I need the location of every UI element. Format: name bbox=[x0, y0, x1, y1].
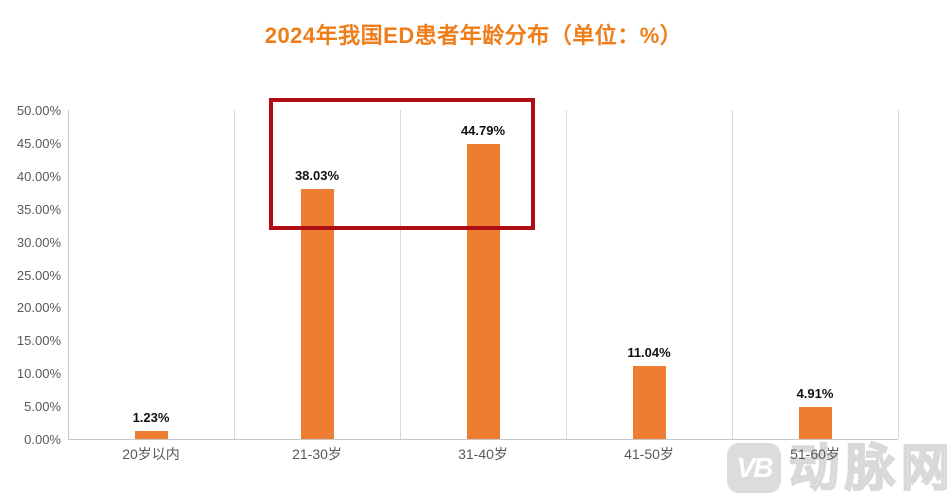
y-axis-tick-label: 45.00% bbox=[16, 135, 61, 151]
chart-title: 2024年我国ED患者年龄分布（单位：%） bbox=[264, 23, 683, 48]
bar-value-label: 1.23% bbox=[132, 409, 170, 425]
bar-51-60岁 bbox=[798, 406, 832, 439]
y-axis-line bbox=[68, 110, 69, 439]
category-gridline bbox=[732, 110, 733, 439]
watermark: VB 动脉网 bbox=[727, 440, 947, 496]
x-axis-category-label: 21-30岁 bbox=[292, 446, 342, 462]
y-axis-tick-label: 25.00% bbox=[16, 267, 61, 283]
bar-value-label: 11.04% bbox=[627, 345, 671, 361]
bar-value-label: 44.79% bbox=[460, 123, 506, 139]
bar-21-30岁 bbox=[300, 188, 334, 439]
x-axis-category-label: 20岁以内 bbox=[122, 446, 180, 462]
y-axis-tick-label: 50.00% bbox=[16, 103, 61, 118]
y-axis-tick-label: 35.00% bbox=[16, 201, 61, 217]
vb-logo-icon: VB bbox=[727, 443, 781, 493]
x-axis-category-label: 51-60岁 bbox=[790, 446, 840, 462]
x-axis-line bbox=[68, 439, 898, 440]
y-axis-tick-label: 10.00% bbox=[16, 366, 61, 382]
category-gridline bbox=[400, 110, 401, 439]
highlight-box bbox=[269, 98, 535, 230]
y-axis-tick-label: 40.00% bbox=[16, 168, 61, 184]
x-axis-category-label: 31-40岁 bbox=[458, 446, 508, 462]
category-gridline bbox=[234, 110, 235, 439]
bar-20岁以内 bbox=[134, 430, 168, 439]
bar-31-40岁 bbox=[466, 144, 500, 439]
bar-value-label: 38.03% bbox=[294, 167, 340, 183]
bar-value-label: 4.91% bbox=[796, 385, 834, 401]
y-axis-tick-label: 0.00% bbox=[24, 432, 61, 447]
x-axis-category-label: 41-50岁 bbox=[624, 446, 674, 462]
watermark-text: 动脉网 bbox=[788, 440, 947, 496]
category-gridline bbox=[566, 110, 567, 439]
category-gridline bbox=[898, 110, 899, 439]
y-axis-tick-label: 20.00% bbox=[16, 300, 61, 316]
y-axis-tick-label: 15.00% bbox=[16, 333, 61, 349]
y-axis-tick-label: 5.00% bbox=[24, 399, 61, 415]
bar-41-50岁 bbox=[632, 366, 666, 439]
y-axis-tick-label: 30.00% bbox=[16, 234, 61, 250]
